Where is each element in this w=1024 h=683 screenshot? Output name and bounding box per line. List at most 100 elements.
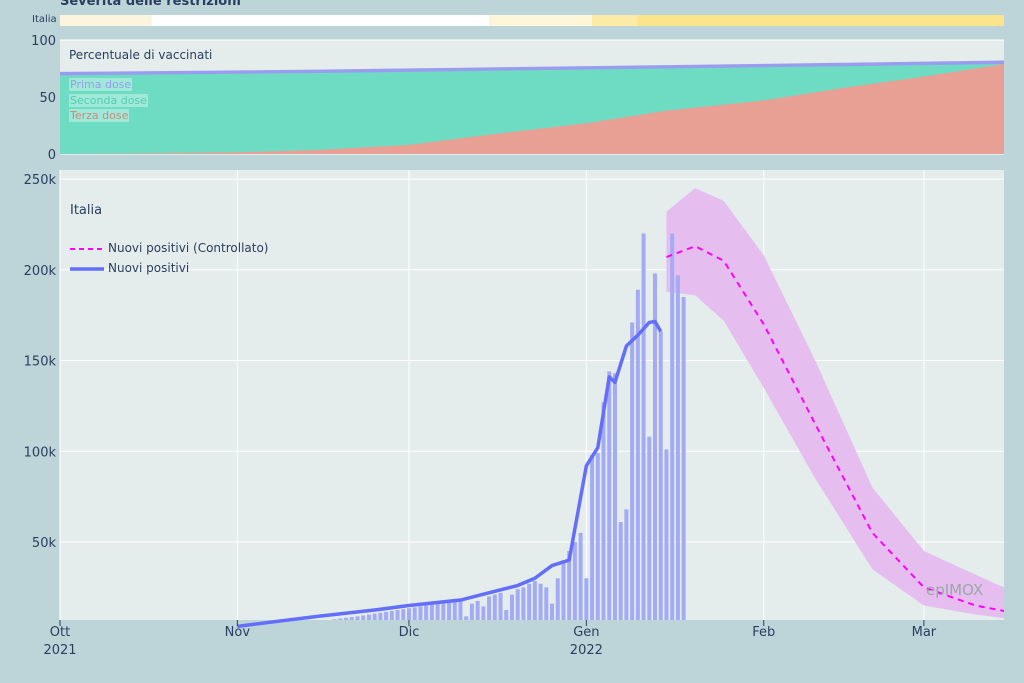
- new-cases-line: [237, 319, 663, 629]
- restriction-segment: [592, 15, 638, 26]
- solid-line-swatch-icon: [70, 266, 104, 271]
- daily-case-bar: [675, 275, 680, 620]
- daily-case-bar: [372, 613, 377, 620]
- legend-new-cases-label: Nuovi positivi: [108, 261, 190, 275]
- daily-case-bar: [458, 600, 463, 620]
- daily-case-bar: [481, 606, 486, 620]
- legend-forecast-label: Nuovi positivi (Controllato): [108, 241, 269, 255]
- vaccine-area-terza: [60, 63, 1004, 154]
- cases-y-tick-label: 100k: [24, 445, 57, 460]
- daily-case-bar: [550, 603, 555, 620]
- daily-case-bar: [452, 600, 457, 620]
- daily-case-bar: [578, 532, 583, 620]
- daily-case-bar: [366, 614, 371, 620]
- daily-case-bar: [429, 604, 434, 620]
- daily-case-bar: [515, 589, 520, 620]
- daily-case-bar: [338, 618, 343, 620]
- watermark: epIMOX: [926, 581, 984, 599]
- daily-case-bar: [435, 603, 440, 620]
- daily-case-bar: [418, 606, 423, 620]
- restriction-segment: [637, 15, 1004, 26]
- daily-case-bar: [555, 578, 560, 620]
- daily-case-bar: [344, 617, 349, 620]
- daily-case-bar: [406, 608, 411, 620]
- daily-case-bar: [647, 436, 652, 620]
- daily-case-bar: [681, 297, 686, 620]
- legend-forecast[interactable]: Nuovi positivi (Controllato): [70, 241, 268, 255]
- legend-new-cases[interactable]: Nuovi positivi: [70, 261, 189, 275]
- daily-case-bar: [664, 449, 669, 620]
- daily-case-bar: [567, 551, 572, 620]
- cases-y-tick-label: 250k: [24, 173, 57, 188]
- daily-case-bar: [670, 233, 675, 621]
- daily-case-bar: [498, 592, 503, 620]
- daily-case-bar: [532, 580, 537, 620]
- daily-case-bar: [618, 522, 623, 620]
- daily-case-bar: [487, 596, 492, 620]
- daily-case-bar: [630, 322, 635, 620]
- vaccine-y-ticks: 0 50 100: [31, 34, 56, 163]
- vaccine-y-tick-label: 0: [48, 148, 56, 163]
- daily-case-bar: [527, 583, 532, 620]
- forecast-band: [666, 188, 1004, 619]
- chart-title: Severità delle restrizioni: [60, 0, 241, 9]
- x-tick-label: Nov: [225, 625, 251, 640]
- daily-case-bar: [464, 616, 469, 620]
- daily-case-bar: [384, 611, 389, 620]
- cases-plot-background: [60, 170, 1004, 620]
- cases-y-tick-label: 150k: [24, 355, 57, 370]
- x-tick-year-label: 2021: [43, 643, 76, 658]
- daily-case-bar: [469, 603, 474, 620]
- x-tick-label: Dic: [399, 625, 420, 640]
- daily-case-bar: [412, 607, 417, 620]
- daily-case-bar: [492, 594, 497, 620]
- country-label: Italia: [70, 203, 103, 218]
- x-axis: Ott 2021 Nov Dic Gen 2022 Feb Mar: [43, 620, 937, 658]
- daily-case-bars: [332, 233, 686, 621]
- daily-case-bar: [401, 609, 406, 620]
- daily-case-bar: [612, 373, 617, 620]
- cases-y-tick-label: 200k: [24, 264, 57, 279]
- daily-case-bar: [653, 273, 658, 620]
- daily-case-bar: [332, 619, 337, 620]
- forecast-band-area: [666, 188, 1004, 619]
- daily-case-bar: [395, 610, 400, 620]
- cases-y-tick-label: 50k: [32, 536, 57, 551]
- legend-seconda-dose[interactable]: Seconda dose: [69, 94, 148, 107]
- daily-case-bar: [584, 578, 589, 620]
- restriction-segment: [489, 15, 593, 26]
- restriction-segment: [60, 15, 152, 26]
- legend-terza-dose[interactable]: Terza dose: [69, 109, 130, 122]
- legend-prima-dose[interactable]: Prima dose: [69, 78, 133, 91]
- daily-case-bar: [544, 587, 549, 620]
- daily-case-bar: [624, 509, 629, 620]
- daily-case-bar: [561, 560, 566, 620]
- daily-case-bar: [349, 617, 354, 620]
- daily-case-bar: [538, 583, 543, 620]
- restriction-segment: [151, 15, 490, 26]
- daily-case-bar: [378, 612, 383, 620]
- daily-case-bar: [509, 594, 514, 620]
- vaccine-panel-title: Percentuale di vaccinati: [69, 48, 213, 62]
- daily-case-bar: [521, 587, 526, 620]
- daily-case-bar: [635, 289, 640, 620]
- daily-case-bar: [595, 453, 600, 620]
- daily-case-bar: [389, 610, 394, 620]
- daily-case-bar: [601, 402, 606, 620]
- forecast-line: [666, 245, 1005, 612]
- daily-case-bar: [590, 454, 595, 620]
- daily-case-bar: [658, 331, 663, 620]
- daily-case-bar: [424, 605, 429, 620]
- daily-case-bar: [441, 602, 446, 620]
- restriction-strip-label: Italia: [32, 14, 57, 25]
- x-tick-label: Mar: [912, 625, 937, 640]
- x-tick-label: Gen: [573, 625, 599, 640]
- daily-case-bar: [504, 610, 509, 620]
- daily-case-bar: [361, 615, 366, 620]
- daily-case-bar: [607, 371, 612, 620]
- daily-case-bar: [447, 601, 452, 620]
- x-tick-label: Feb: [752, 625, 775, 640]
- daily-case-bar: [475, 600, 480, 620]
- daily-case-bar: [572, 541, 577, 620]
